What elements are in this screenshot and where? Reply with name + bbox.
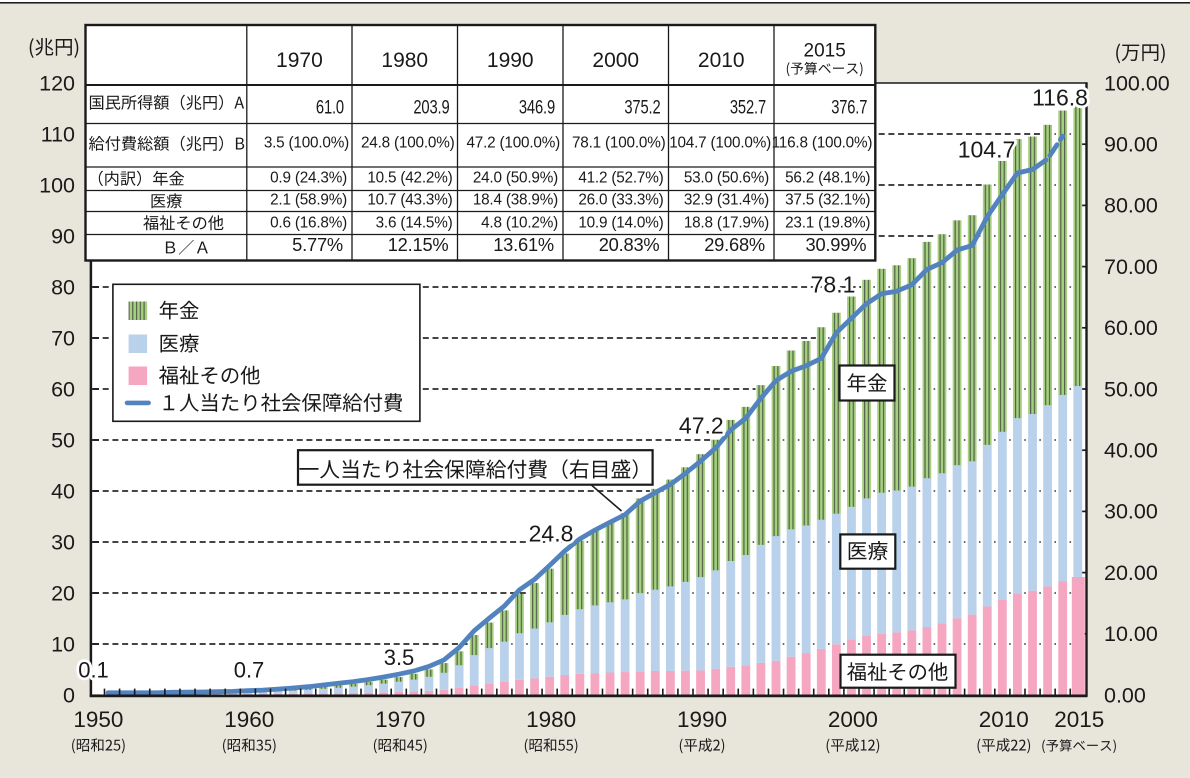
- svg-text:376.7: 376.7: [831, 98, 867, 119]
- svg-text:24.8 (100.0%): 24.8 (100.0%): [361, 135, 455, 152]
- svg-text:110: 110: [41, 122, 75, 146]
- svg-text:104.7 (100.0%): 104.7 (100.0%): [669, 135, 771, 152]
- svg-text:4.8 (10.2%): 4.8 (10.2%): [481, 215, 558, 232]
- svg-text:104.7: 104.7: [958, 136, 1016, 162]
- svg-text:2015: 2015: [804, 41, 846, 62]
- svg-text:2010: 2010: [979, 707, 1029, 732]
- svg-text:10.5 (42.2%): 10.5 (42.2%): [367, 170, 452, 187]
- svg-text:10.7 (43.3%): 10.7 (43.3%): [367, 192, 452, 209]
- svg-text:41.2 (52.7%): 41.2 (52.7%): [578, 170, 663, 187]
- svg-text:120: 120: [39, 71, 75, 95]
- svg-text:24.8: 24.8: [529, 520, 574, 546]
- svg-text:12.15%: 12.15%: [388, 234, 449, 255]
- svg-text:60.00: 60.00: [1104, 316, 1158, 340]
- svg-text:10.9 (14.0%): 10.9 (14.0%): [578, 215, 663, 232]
- svg-text:20.00: 20.00: [1104, 561, 1158, 585]
- svg-text:78.1: 78.1: [811, 271, 856, 297]
- svg-text:24.0 (50.9%): 24.0 (50.9%): [473, 170, 558, 187]
- svg-text:10.00: 10.00: [1104, 622, 1158, 646]
- svg-text:5.77%: 5.77%: [292, 234, 343, 255]
- svg-text:29.68%: 29.68%: [704, 234, 765, 255]
- svg-text:32.9 (31.4%): 32.9 (31.4%): [684, 192, 769, 209]
- svg-text:116.8: 116.8: [1032, 84, 1088, 110]
- svg-text:40.00: 40.00: [1104, 439, 1158, 463]
- svg-text:100: 100: [39, 173, 75, 197]
- svg-text:0.9 (24.3%): 0.9 (24.3%): [270, 170, 347, 187]
- svg-text:3.5 (100.0%): 3.5 (100.0%): [264, 135, 349, 152]
- svg-text:116.8 (100.0%): 116.8 (100.0%): [772, 135, 873, 152]
- svg-text:2010: 2010: [698, 49, 745, 72]
- svg-text:50: 50: [51, 428, 75, 452]
- svg-text:30.99%: 30.99%: [805, 234, 866, 255]
- svg-text:1980: 1980: [381, 49, 428, 72]
- svg-text:3.6 (14.5%): 3.6 (14.5%): [376, 215, 453, 232]
- svg-text:20.83%: 20.83%: [599, 234, 660, 255]
- svg-text:1970: 1970: [276, 49, 323, 72]
- svg-text:47.2: 47.2: [679, 412, 724, 438]
- svg-text:1990: 1990: [487, 49, 534, 72]
- svg-text:40: 40: [51, 479, 75, 503]
- svg-text:70: 70: [51, 326, 75, 350]
- svg-text:53.0 (50.6%): 53.0 (50.6%): [684, 170, 769, 187]
- svg-text:37.5 (32.1%): 37.5 (32.1%): [785, 192, 870, 209]
- svg-text:3.5: 3.5: [384, 645, 415, 670]
- svg-text:2.1 (58.9%): 2.1 (58.9%): [270, 192, 347, 209]
- svg-text:10: 10: [51, 632, 75, 656]
- svg-text:2015: 2015: [1054, 707, 1104, 732]
- svg-text:375.2: 375.2: [624, 98, 660, 119]
- svg-text:26.0 (33.3%): 26.0 (33.3%): [578, 192, 663, 209]
- svg-text:18.4 (38.9%): 18.4 (38.9%): [473, 192, 558, 209]
- svg-text:47.2 (100.0%): 47.2 (100.0%): [467, 135, 561, 152]
- svg-text:1990: 1990: [677, 707, 727, 732]
- svg-text:90.00: 90.00: [1104, 133, 1158, 157]
- svg-text:80.00: 80.00: [1104, 194, 1158, 218]
- svg-text:346.9: 346.9: [519, 98, 555, 119]
- svg-text:61.0: 61.0: [316, 98, 344, 119]
- svg-text:56.2 (48.1%): 56.2 (48.1%): [785, 170, 870, 187]
- svg-text:30.00: 30.00: [1104, 500, 1158, 524]
- svg-text:70.00: 70.00: [1104, 255, 1158, 279]
- svg-text:0.1: 0.1: [78, 657, 109, 682]
- svg-text:1980: 1980: [526, 707, 576, 732]
- svg-text:13.61%: 13.61%: [493, 234, 554, 255]
- svg-text:2000: 2000: [828, 707, 878, 732]
- svg-text:0: 0: [63, 683, 75, 707]
- svg-text:1970: 1970: [375, 707, 425, 732]
- svg-text:1960: 1960: [224, 707, 274, 732]
- svg-text:80: 80: [51, 275, 75, 299]
- svg-text:50.00: 50.00: [1104, 377, 1158, 401]
- svg-text:18.8 (17.9%): 18.8 (17.9%): [684, 215, 769, 232]
- svg-text:2000: 2000: [592, 49, 639, 72]
- svg-text:78.1 (100.0%): 78.1 (100.0%): [572, 135, 666, 152]
- svg-text:0.00: 0.00: [1104, 683, 1146, 707]
- svg-text:0.6 (16.8%): 0.6 (16.8%): [270, 215, 347, 232]
- svg-text:1950: 1950: [73, 707, 123, 732]
- svg-text:20: 20: [51, 581, 75, 605]
- svg-text:23.1 (19.8%): 23.1 (19.8%): [785, 215, 870, 232]
- svg-text:30: 30: [51, 530, 75, 554]
- svg-text:60: 60: [51, 377, 75, 401]
- svg-text:352.7: 352.7: [730, 98, 766, 119]
- svg-text:203.9: 203.9: [413, 98, 449, 119]
- svg-text:0.7: 0.7: [234, 657, 265, 682]
- svg-text:100.00: 100.00: [1104, 71, 1170, 95]
- svg-text:90: 90: [51, 224, 75, 248]
